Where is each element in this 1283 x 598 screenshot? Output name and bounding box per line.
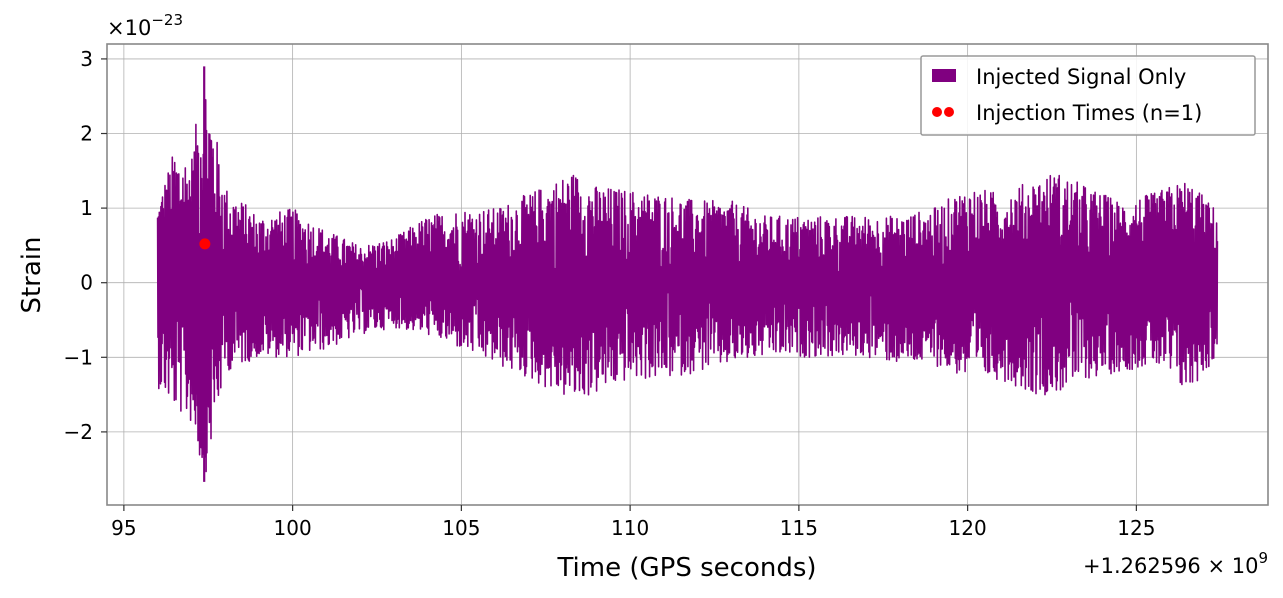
y-axis-label: Strain [17, 236, 47, 313]
legend-swatch-injection-dot [944, 107, 954, 117]
x-tick-label: 110 [611, 516, 649, 540]
y-tick-label: 2 [80, 122, 93, 146]
axis-ticks: 95 100 105 110 115 120 125 −2 −1 0 1 2 3 [64, 47, 1156, 540]
y-tick-label: 3 [80, 47, 93, 71]
y-tick-label: −1 [64, 345, 93, 369]
x-tick-label: 95 [111, 516, 136, 540]
legend-box [920, 55, 1256, 136]
signal-series-line [156, 99, 1219, 473]
x-tick-label: 120 [949, 516, 987, 540]
x-tick-label: 115 [780, 516, 818, 540]
x-tick-label: 100 [274, 516, 312, 540]
legend-swatch-signal [932, 69, 956, 82]
plot-area [156, 66, 1219, 482]
legend-swatch-injection-dot [932, 107, 942, 117]
legend-label-injection: Injection Times (n=1) [976, 101, 1202, 125]
legend: Injected Signal Only Injection Times (n=… [920, 55, 1256, 136]
y-tick-label: −2 [64, 420, 93, 444]
y-tick-label: 1 [80, 196, 93, 220]
x-tick-label: 125 [1117, 516, 1155, 540]
injection-point [199, 238, 211, 250]
y-scale-factor: ×10−23 [107, 11, 183, 40]
y-tick-label: 0 [80, 271, 93, 295]
axes-frame [106, 43, 1269, 506]
x-tick-label: 105 [442, 516, 480, 540]
x-axis-label: Time (GPS seconds) [556, 553, 816, 583]
legend-label-signal: Injected Signal Only [976, 65, 1186, 89]
x-offset-label: +1.262596 × 109 [1083, 549, 1268, 578]
